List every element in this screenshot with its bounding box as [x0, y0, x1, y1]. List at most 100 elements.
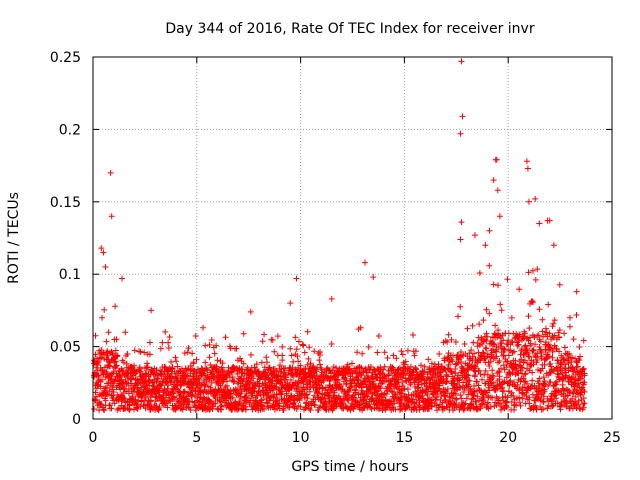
- data-point: [146, 351, 153, 358]
- data-point: [94, 382, 101, 389]
- data-point: [101, 364, 108, 371]
- data-point: [99, 376, 106, 383]
- data-point: [162, 328, 169, 335]
- data-point: [247, 308, 254, 315]
- data-point: [341, 388, 348, 395]
- data-point: [521, 371, 528, 378]
- data-point: [293, 275, 300, 282]
- data-point: [253, 361, 260, 368]
- data-point: [280, 406, 287, 413]
- data-point: [146, 398, 153, 405]
- data-point: [344, 361, 351, 368]
- data-point: [348, 360, 355, 367]
- data-point: [362, 379, 369, 386]
- data-point: [233, 345, 240, 352]
- data-point: [343, 377, 350, 384]
- data-point: [102, 263, 109, 270]
- data-point: [402, 358, 409, 365]
- data-point: [457, 130, 464, 137]
- data-point: [394, 379, 401, 386]
- data-point: [184, 366, 191, 373]
- data-point: [576, 344, 583, 351]
- data-point: [142, 384, 149, 391]
- data-point: [540, 399, 547, 406]
- data-point: [362, 378, 369, 385]
- data-point: [111, 359, 118, 366]
- data-point: [495, 359, 502, 366]
- data-point: [288, 352, 295, 359]
- data-point: [364, 403, 371, 410]
- data-point: [199, 371, 206, 378]
- data-point: [189, 398, 196, 405]
- data-point: [307, 378, 314, 385]
- data-point: [530, 346, 537, 353]
- data-point: [177, 382, 184, 389]
- scatter-points: [91, 58, 588, 414]
- data-point: [159, 339, 166, 346]
- data-point: [106, 387, 113, 394]
- data-point: [221, 386, 228, 393]
- data-point: [412, 364, 419, 371]
- data-point: [299, 341, 306, 348]
- data-point: [581, 400, 588, 407]
- data-point: [105, 329, 112, 336]
- data-point: [300, 342, 307, 349]
- data-point: [157, 345, 164, 352]
- data-point: [189, 350, 196, 357]
- data-point: [311, 402, 318, 409]
- data-point: [573, 312, 580, 319]
- data-point: [218, 364, 225, 371]
- y-tick-label: 0.05: [50, 340, 81, 356]
- data-point: [317, 352, 324, 359]
- data-point: [190, 359, 197, 366]
- x-tick-label: 5: [192, 430, 201, 446]
- data-point: [251, 387, 258, 394]
- data-point: [303, 392, 310, 399]
- data-point: [217, 398, 224, 405]
- data-point: [141, 349, 148, 356]
- data-point: [364, 393, 371, 400]
- data-point: [240, 330, 247, 337]
- data-point: [311, 348, 318, 355]
- data-point: [391, 390, 398, 397]
- data-point: [505, 352, 512, 359]
- data-point: [237, 401, 244, 408]
- data-point: [307, 407, 314, 414]
- data-point: [202, 382, 209, 389]
- data-point: [153, 402, 160, 409]
- data-point: [251, 381, 258, 388]
- data-point: [274, 333, 281, 340]
- data-point: [148, 307, 155, 314]
- data-point: [184, 349, 191, 356]
- data-point: [476, 269, 483, 276]
- data-point: [358, 372, 365, 379]
- data-point: [251, 364, 258, 371]
- data-point: [285, 396, 292, 403]
- data-point: [358, 365, 365, 372]
- data-point: [458, 219, 465, 226]
- data-point: [250, 375, 257, 382]
- data-point: [172, 354, 179, 361]
- data-point: [118, 376, 125, 383]
- data-point: [234, 371, 241, 378]
- data-point: [276, 403, 283, 410]
- data-point: [219, 360, 226, 367]
- data-point: [122, 329, 129, 336]
- data-point: [383, 390, 390, 397]
- data-point: [111, 400, 118, 407]
- data-point: [311, 392, 318, 399]
- data-point: [335, 377, 342, 384]
- data-point: [355, 391, 362, 398]
- data-point: [101, 407, 108, 414]
- data-point: [247, 351, 254, 358]
- data-point: [357, 324, 364, 331]
- data-point: [258, 359, 265, 366]
- data-point: [480, 317, 487, 324]
- data-point: [342, 403, 349, 410]
- data-point: [164, 404, 171, 411]
- data-point: [316, 357, 323, 364]
- data-point: [101, 306, 108, 313]
- data-point: [295, 338, 302, 345]
- data-point: [96, 407, 103, 414]
- data-point: [187, 406, 194, 413]
